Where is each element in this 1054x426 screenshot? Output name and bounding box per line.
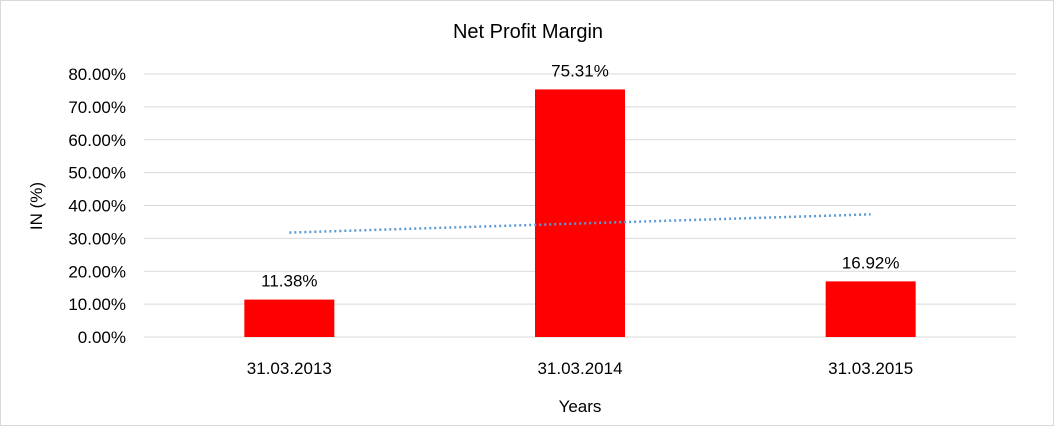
data-label: 75.31% <box>551 61 609 80</box>
trendline <box>289 213 871 234</box>
y-tick-label: 10.00% <box>68 295 126 314</box>
x-tick-label: 31.03.2013 <box>247 359 332 378</box>
y-tick-label: 30.00% <box>68 229 126 248</box>
bar <box>244 299 335 337</box>
y-axis-label: IN (%) <box>27 182 46 230</box>
y-tick-label: 80.00% <box>68 65 126 84</box>
y-tick-label: 40.00% <box>68 197 126 216</box>
data-label: 11.38% <box>261 272 317 291</box>
chart-title: Net Profit Margin <box>453 21 603 43</box>
y-tick-label: 70.00% <box>68 98 126 117</box>
data-label: 16.92% <box>842 253 900 272</box>
y-tick-label: 20.00% <box>68 262 126 281</box>
y-tick-label: 60.00% <box>68 131 126 150</box>
x-axis-label: Years <box>559 397 602 416</box>
x-tick-label: 31.03.2015 <box>828 359 913 378</box>
x-tick-label: 31.03.2014 <box>537 359 622 378</box>
y-tick-label: 50.00% <box>68 164 126 183</box>
bar <box>825 281 916 337</box>
y-tick-label: 0.00% <box>78 328 126 347</box>
bar <box>535 89 625 338</box>
